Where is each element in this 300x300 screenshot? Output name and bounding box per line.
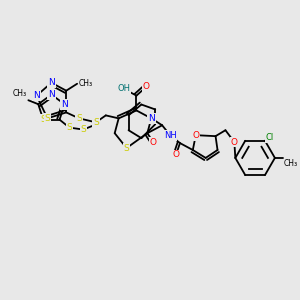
- Text: O: O: [192, 131, 199, 140]
- Text: N: N: [48, 90, 55, 99]
- Text: O: O: [150, 138, 157, 147]
- Text: S: S: [40, 115, 46, 124]
- Text: N: N: [33, 91, 40, 100]
- Text: NH: NH: [164, 131, 176, 140]
- Text: Cl: Cl: [266, 133, 274, 142]
- Text: S: S: [124, 143, 129, 152]
- Text: O: O: [143, 82, 150, 91]
- Text: N: N: [61, 100, 68, 109]
- Text: S: S: [76, 114, 82, 123]
- Text: S: S: [93, 118, 99, 127]
- Text: CH₃: CH₃: [12, 89, 26, 98]
- Text: CH₃: CH₃: [284, 159, 298, 168]
- Text: O: O: [231, 138, 238, 147]
- Text: N: N: [148, 114, 155, 123]
- Text: S: S: [45, 114, 50, 123]
- Text: S: S: [67, 123, 72, 132]
- Text: S: S: [80, 125, 86, 134]
- Text: CH₃: CH₃: [79, 79, 93, 88]
- Text: OH: OH: [117, 84, 130, 93]
- Text: O: O: [172, 150, 179, 159]
- Text: N: N: [48, 78, 55, 87]
